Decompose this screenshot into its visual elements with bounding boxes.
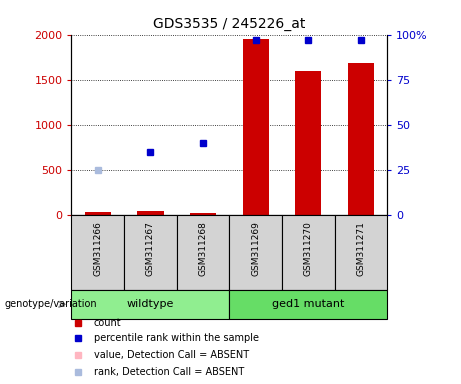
Bar	[124, 215, 177, 290]
Text: GSM311270: GSM311270	[304, 221, 313, 276]
Bar	[137, 210, 164, 215]
Text: count: count	[94, 318, 121, 328]
Text: ged1 mutant: ged1 mutant	[272, 299, 344, 310]
Bar	[242, 39, 269, 215]
Text: value, Detection Call = ABSENT: value, Detection Call = ABSENT	[94, 349, 248, 360]
Text: rank, Detection Call = ABSENT: rank, Detection Call = ABSENT	[94, 367, 244, 377]
Bar	[282, 215, 335, 290]
Text: percentile rank within the sample: percentile rank within the sample	[94, 333, 259, 344]
Text: GSM311269: GSM311269	[251, 221, 260, 276]
Text: GSM311271: GSM311271	[356, 221, 366, 276]
Text: GSM311267: GSM311267	[146, 221, 155, 276]
Bar	[348, 63, 374, 215]
Bar	[71, 215, 124, 290]
Bar	[177, 215, 229, 290]
Bar	[71, 290, 230, 319]
Bar	[335, 215, 387, 290]
Bar	[295, 71, 321, 215]
Bar	[190, 213, 216, 215]
Bar	[229, 215, 282, 290]
Text: wildtype: wildtype	[127, 299, 174, 310]
Bar	[229, 290, 387, 319]
Title: GDS3535 / 245226_at: GDS3535 / 245226_at	[153, 17, 306, 31]
Text: GSM311266: GSM311266	[93, 221, 102, 276]
Text: genotype/variation: genotype/variation	[5, 299, 97, 310]
Text: GSM311268: GSM311268	[199, 221, 207, 276]
Bar	[85, 212, 111, 215]
